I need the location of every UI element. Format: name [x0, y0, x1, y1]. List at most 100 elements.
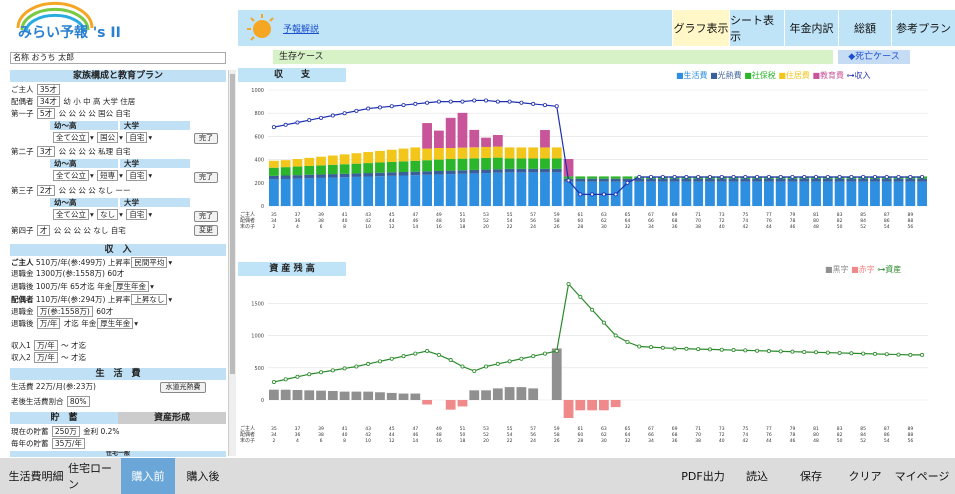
child3-sub-kinder: 幼〜高	[50, 198, 118, 207]
bar-光熱費	[410, 171, 421, 176]
save-button[interactable]: 保存	[800, 470, 822, 483]
bar-光熱費	[457, 170, 468, 174]
income-point	[684, 175, 689, 180]
bar-住居費	[434, 148, 444, 160]
income2-row[interactable]: 収入2 万/年 〜 才迄	[11, 352, 86, 363]
survival-case-tab[interactable]: 生存ケース	[273, 50, 833, 64]
asset-point	[413, 351, 418, 356]
spouse-age-label: 36	[295, 432, 301, 438]
y-tick-label: 500	[254, 366, 264, 372]
spouse-age-label: 42	[365, 218, 371, 224]
income-point	[401, 103, 406, 108]
child-age-label: 48	[813, 438, 819, 444]
left-scrollbar[interactable]	[228, 70, 236, 456]
asset-point	[366, 361, 371, 366]
current-savings-row[interactable]: 現在の貯蓄 250万 金利 0.2%	[11, 426, 120, 437]
child-age-label: 30	[601, 438, 607, 444]
living-detail-button[interactable]: 生活費明細	[8, 470, 64, 483]
child-age-label: 24	[530, 438, 536, 444]
name-field[interactable]: 名称 おうち 太郎	[10, 52, 226, 64]
age-label: 45	[389, 426, 395, 432]
surplus-bar	[492, 388, 503, 400]
yearly-savings-row[interactable]: 毎年の貯蓄 35万/年	[11, 438, 86, 449]
bar-教育費	[492, 135, 503, 147]
child4-change-button[interactable]: 変更	[194, 225, 218, 236]
age-label: 65	[625, 426, 631, 432]
surplus-bar	[410, 393, 421, 400]
asset-balance-chart: 050010001500ご主人配偶者末の子3534237364393864140…	[240, 282, 928, 444]
reference-plan-button[interactable]: 参考プラン	[891, 10, 955, 46]
bar-住居費	[551, 147, 562, 159]
total-button[interactable]: 総額	[838, 10, 891, 46]
spouse-age-label: 72	[719, 218, 725, 224]
old-age-ratio-row[interactable]: 老後生活費割合 80%	[11, 396, 91, 407]
main-retire-row[interactable]: 退職金 1300万(参:1558万) 60才	[11, 269, 125, 278]
living-cost-row[interactable]: 生活費 22万/月(参:23万)	[11, 382, 96, 391]
child1-done-button[interactable]: 完了	[194, 133, 218, 144]
spouse-age-label: 80	[813, 432, 819, 438]
child3-done-button[interactable]: 完了	[194, 211, 218, 222]
bar-社保税	[516, 158, 527, 169]
bar-生活費	[351, 176, 362, 206]
child3-select-row[interactable]: 全て公立 ▾ なし ▾ 自宅 ▾	[52, 209, 152, 220]
bar-生活費	[669, 181, 680, 206]
mypage-button[interactable]: マイページ	[894, 470, 950, 483]
child2-done-button[interactable]: 完了	[194, 172, 218, 183]
spouse-age-label: 40	[342, 432, 348, 438]
spouse-after-row[interactable]: 退職後 万/年 才迄 年金 厚生年金 ▾	[11, 318, 138, 329]
deficit-bar	[457, 400, 468, 407]
pension-detail-button[interactable]: 年金内訳	[784, 10, 838, 46]
graph-view-button[interactable]: グラフ表示	[672, 10, 729, 46]
forecast-help-link[interactable]: 予報解説	[283, 25, 320, 35]
death-case-tab[interactable]: ◆死亡ケース	[838, 50, 910, 64]
spouse-retire-row[interactable]: 退職金 万(参:1558万) 60才	[11, 306, 114, 317]
child1-select-row[interactable]: 全て公立 ▾ 国公 ▾ 自宅 ▾	[52, 132, 152, 143]
spouse-income-row[interactable]: 配偶者 110万/年(参:294万) 上昇率 上昇なし ▾	[11, 294, 173, 305]
utility-button[interactable]: 水道光熱費	[160, 382, 206, 393]
spouse-age-label: 80	[813, 218, 819, 224]
age-label: 63	[601, 212, 607, 218]
spouse-age-label: 56	[530, 432, 536, 438]
bar-住居費	[316, 156, 326, 166]
spouse-age-row: 配偶者 34才 幼 小 中 高 大学 住居	[11, 96, 136, 107]
after-purchase-button[interactable]: 購入後	[186, 470, 220, 483]
before-purchase-button[interactable]: 購入前	[121, 458, 175, 494]
spouse-age-label: 52	[483, 432, 489, 438]
load-button[interactable]: 読込	[746, 470, 768, 483]
child-age-label: 54	[884, 438, 890, 444]
y-tick-label: 1000	[251, 334, 264, 340]
spouse-age-label: 62	[601, 432, 607, 438]
asset-point	[377, 359, 382, 364]
bar-生活費	[445, 174, 456, 206]
child-age-label: 10	[365, 438, 371, 444]
surplus-bar	[269, 389, 279, 400]
bar-光熱費	[622, 178, 633, 182]
clear-button[interactable]: クリア	[848, 470, 882, 483]
age-label: 47	[412, 212, 418, 218]
spouse-age-label: 48	[436, 432, 442, 438]
asset-point	[814, 350, 819, 355]
bar-住居費	[528, 147, 539, 159]
bar-生活費	[799, 181, 810, 206]
bar-光熱費	[693, 178, 704, 182]
home-loan-button[interactable]: 住宅ローン	[68, 462, 112, 491]
child2-select-row[interactable]: 全て公立 ▾ 短専 ▾ 自宅 ▾	[52, 170, 152, 181]
pdf-output-button[interactable]: PDF出力	[681, 470, 725, 483]
bar-住居費	[504, 147, 515, 159]
bar-光熱費	[386, 172, 397, 176]
bar-生活費	[870, 181, 880, 206]
spouse-age-label: 50	[460, 432, 466, 438]
asset-point	[307, 372, 312, 377]
age-label: 57	[530, 212, 536, 218]
main-income-row[interactable]: ご主人 510万/年(参:499万) 上昇率 民間平均 ▾	[11, 257, 173, 268]
main-after-row[interactable]: 退職後 100万/年 65才迄 年金 厚生年金 ▾	[11, 281, 154, 292]
bar-光熱費	[752, 178, 762, 182]
income1-row[interactable]: 収入1 万/年 〜 才迄	[11, 340, 86, 351]
bar-光熱費	[292, 175, 303, 179]
child-age-label: 40	[719, 224, 725, 230]
asset-point	[672, 346, 677, 351]
spouse-age-label: 88	[907, 218, 913, 224]
sheet-view-button[interactable]: シート表示	[729, 10, 784, 46]
asset-building-tab[interactable]: 資産形成	[118, 412, 226, 424]
y-tick-label: 1000	[251, 88, 264, 94]
